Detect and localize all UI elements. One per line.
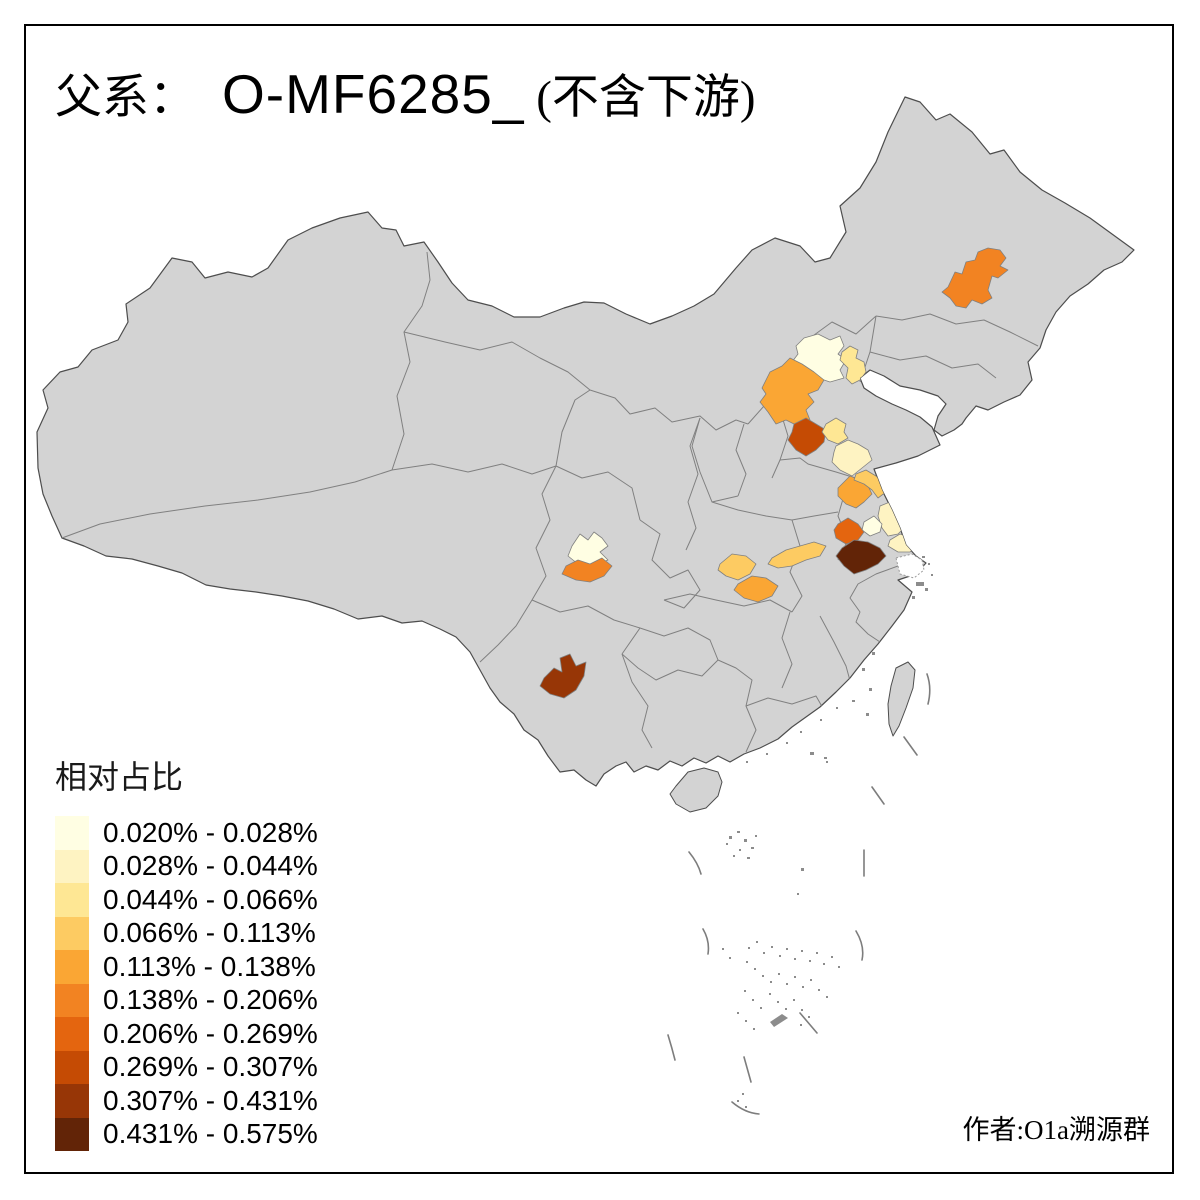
nine-dash-line-segments [667,673,931,1115]
border-line [391,463,557,475]
border-line [555,389,591,467]
legend-swatch [55,1017,89,1051]
region-central-yunnan-area [539,653,587,699]
border-line [685,417,701,551]
border-line [531,599,641,629]
legend-row: 0.113% - 0.138% [55,950,318,984]
legend-swatch [55,950,89,984]
region-nanjing-area [835,539,887,575]
legend-label: 0.044% - 0.066% [103,883,318,915]
legend-label: 0.307% - 0.431% [103,1084,318,1116]
landmass [36,96,1135,813]
region-north-shandong-area [821,417,849,445]
border-line [589,389,749,431]
border-line [621,653,653,749]
attribution: 作者:O1a溯源群 [962,1115,1150,1145]
legend-label: 0.269% - 0.307% [103,1051,318,1083]
region-south-sichuan-area [561,557,613,583]
legend-label: 0.028% - 0.044% [103,850,318,882]
region-northeast-jiangsu-area [853,469,887,499]
legend-label: 0.138% - 0.206% [103,984,318,1016]
region-chuzhou-area [833,517,865,545]
region-south-hubei-area [733,575,779,603]
legend-title: 相对占比 [55,759,184,795]
legend-swatch [55,816,89,850]
region-shanghai-no-data [895,553,925,579]
legend-row: 0.307% - 0.431% [55,1084,318,1118]
border-line [819,615,853,689]
border-line [781,611,793,689]
legend-row: 0.028% - 0.044% [55,849,318,883]
region-southwest-anhui-area [767,541,827,569]
border-line [691,417,739,503]
legend-label: 0.020% - 0.028% [103,816,318,848]
legend-swatch [55,849,89,883]
legend-swatch [55,883,89,917]
border-line [479,465,557,663]
border-line [555,465,641,521]
taiwan-island [887,661,916,737]
border-line [717,659,757,753]
legend-label: 0.113% - 0.138% [103,950,316,982]
border-line [869,351,997,379]
border-line [663,593,793,613]
province-borders [61,251,1039,753]
legend-swatch [55,916,89,950]
legend-swatch [55,1084,89,1118]
hainan-island [669,767,723,813]
highlighted-regions [539,247,1009,699]
mainland-china [36,96,1135,787]
title-prefix: 父系： [55,72,196,124]
legend-swatch [55,983,89,1017]
region-harbin-area [941,247,1009,309]
legend-row: 0.020% - 0.028% [55,816,318,850]
border-line [789,519,803,613]
region-south-hebei-area [787,417,827,457]
border-line [61,469,393,539]
title-suffix: (不含下游) [524,72,756,124]
legend-row: 0.066% - 0.113% [55,916,318,950]
border-line [391,251,431,471]
region-central-shandong-area [831,439,873,477]
legend: 相对占比 0.020% - 0.028% 0.028% - 0.044% 0.0… [55,752,318,1151]
title-haplogroup: O-MF6285_ [222,63,525,125]
region-central-hebei-area [759,357,825,427]
border-line [711,501,839,521]
legend-label: 0.066% - 0.113% [103,917,316,949]
legend-row: 0.044% - 0.066% [55,883,318,917]
border-line [875,313,1039,347]
legend-row: 0.206% - 0.269% [55,1017,318,1051]
sea-islets [722,556,933,1108]
legend-row: 0.138% - 0.206% [55,983,318,1017]
legend-label: 0.206% - 0.269% [103,1017,318,1049]
legend-swatch [55,1050,89,1084]
border-line [849,565,899,643]
legend-row: 0.431% - 0.575% [55,1117,318,1151]
legend-row: 0.269% - 0.307% [55,1050,318,1084]
legend-swatch [55,1117,89,1151]
border-line [403,331,591,391]
border-line [639,519,701,609]
region-central-hubei-area [717,553,757,581]
legend-label: 0.431% - 0.575% [103,1118,318,1150]
map-title: 父系： O-MF6285_ (不含下游) [55,58,756,127]
border-line [735,423,747,497]
